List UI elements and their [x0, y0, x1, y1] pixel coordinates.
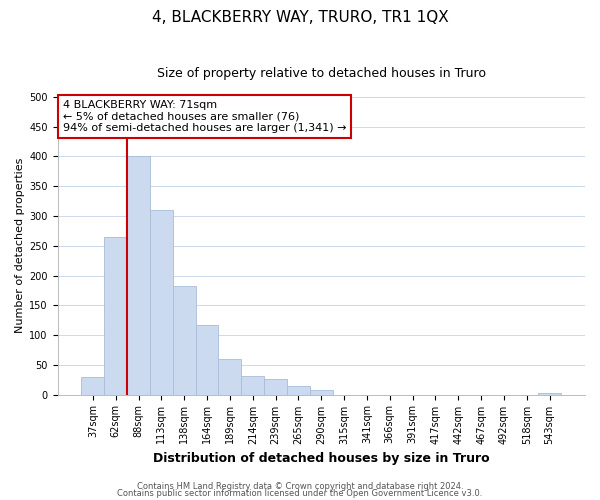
- X-axis label: Distribution of detached houses by size in Truro: Distribution of detached houses by size …: [153, 452, 490, 465]
- Bar: [287, 386, 310, 394]
- Text: 4 BLACKBERRY WAY: 71sqm
← 5% of detached houses are smaller (76)
94% of semi-det: 4 BLACKBERRY WAY: 71sqm ← 5% of detached…: [63, 100, 346, 133]
- Bar: [196, 325, 218, 394]
- Y-axis label: Number of detached properties: Number of detached properties: [15, 158, 25, 334]
- Text: 4, BLACKBERRY WAY, TRURO, TR1 1QX: 4, BLACKBERRY WAY, TRURO, TR1 1QX: [152, 10, 448, 25]
- Bar: [173, 286, 196, 395]
- Bar: [310, 390, 332, 394]
- Text: Contains public sector information licensed under the Open Government Licence v3: Contains public sector information licen…: [118, 490, 482, 498]
- Bar: [104, 237, 127, 394]
- Title: Size of property relative to detached houses in Truro: Size of property relative to detached ho…: [157, 68, 486, 80]
- Bar: [264, 379, 287, 394]
- Bar: [127, 156, 150, 394]
- Bar: [218, 360, 241, 394]
- Bar: [241, 376, 264, 394]
- Text: Contains HM Land Registry data © Crown copyright and database right 2024.: Contains HM Land Registry data © Crown c…: [137, 482, 463, 491]
- Bar: [82, 376, 104, 394]
- Bar: [150, 210, 173, 394]
